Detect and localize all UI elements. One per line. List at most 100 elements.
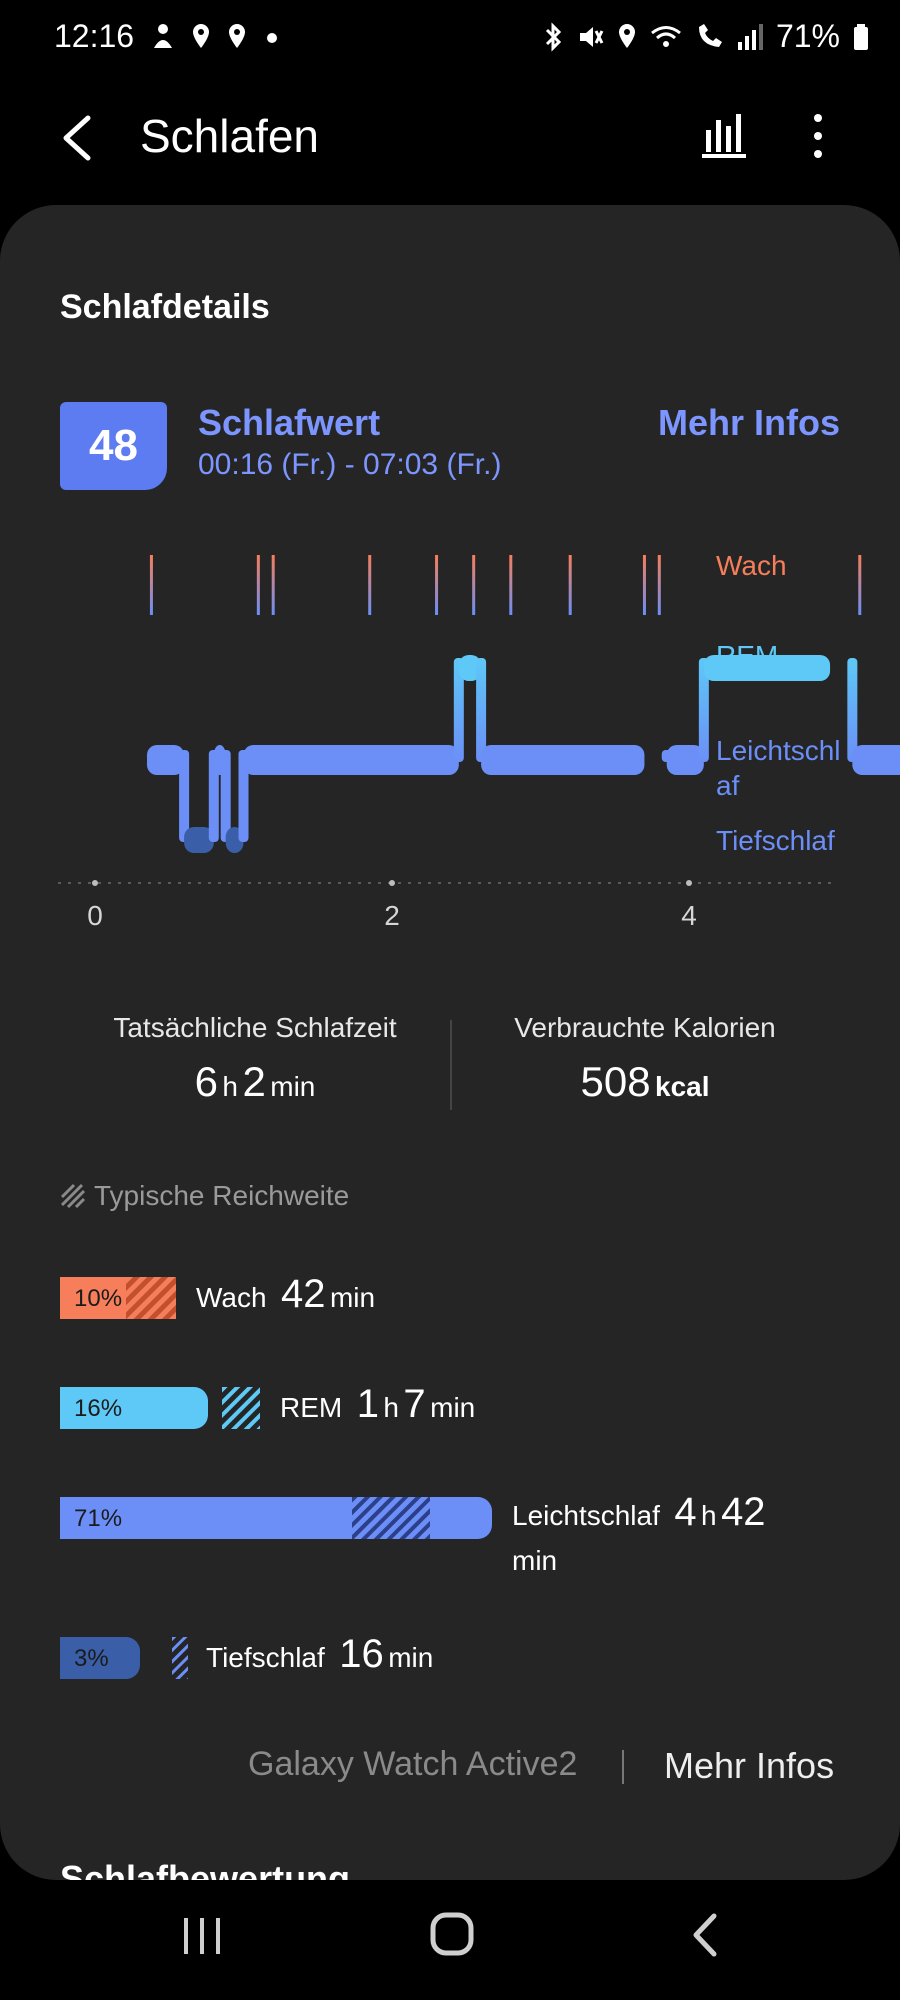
signal-icon	[737, 23, 763, 50]
stage-text-light: Leichtschlaf 4 h 42 min	[512, 1492, 812, 1586]
stage-segment-tiefschlaf	[184, 827, 214, 853]
wake-spike	[271, 555, 275, 615]
wake-spike	[368, 555, 372, 615]
sleep-hours-unit: h	[222, 1071, 238, 1102]
stage-segment-rem	[703, 655, 831, 681]
calories-number: 508	[580, 1058, 651, 1105]
stage-duration-value: 42	[281, 1272, 326, 1316]
stage-percent: 71%	[74, 1505, 123, 1532]
stage-transition	[220, 750, 231, 842]
stage-duration-unit: h	[383, 1392, 399, 1423]
section-title: Schlafdetails	[60, 288, 270, 326]
location-icon	[618, 23, 635, 48]
stage-duration-value: 42	[721, 1490, 766, 1534]
wake-spike	[435, 555, 439, 615]
stage-bar-rem: 16%	[60, 1387, 208, 1429]
stage-axis-label: af	[716, 770, 740, 801]
status-right: 71%	[542, 18, 870, 55]
divider	[622, 1750, 624, 1784]
recents-icon[interactable]	[178, 1914, 228, 1958]
calories-label: Verbrauchte Kalorien	[514, 1012, 776, 1043]
stage-transition	[847, 658, 858, 762]
wake-spike	[149, 555, 153, 615]
stage-segment-leichtschlaf	[146, 745, 185, 775]
battery-percent: 71%	[775, 18, 840, 54]
wake-spike	[858, 555, 862, 615]
wake-spike	[509, 555, 513, 615]
wake-spike	[657, 555, 661, 615]
typical-range-hatch	[222, 1387, 260, 1429]
stage-segment-leichtschlaf	[481, 745, 645, 775]
stage-name: Tiefschlaf	[206, 1642, 325, 1673]
stage-duration-unit: min	[512, 1545, 558, 1576]
stage-axis-label: Wach	[716, 550, 787, 581]
sleep-minutes: 2	[242, 1058, 266, 1105]
actual-sleep-time-label: Tatsächliche Schlafzeit	[113, 1012, 397, 1043]
stage-axis-label: Leichtschl	[716, 735, 841, 766]
stage-name: Leichtschlaf	[512, 1500, 660, 1531]
stage-percent: 3%	[74, 1645, 109, 1672]
bar-chart-icon[interactable]	[700, 110, 748, 160]
typical-range-label: Typische Reichweite	[94, 1180, 350, 1211]
home-icon[interactable]	[428, 1910, 476, 1958]
battery-icon	[854, 23, 868, 50]
stage-duration-value: 4	[674, 1490, 697, 1534]
wake-spike	[256, 555, 260, 615]
x-tick-label: 0	[87, 900, 103, 931]
more-info-link[interactable]: Mehr Infos	[664, 1745, 835, 1786]
stage-duration-unit: min	[388, 1642, 434, 1673]
mute-icon	[579, 26, 604, 47]
more-info-link[interactable]: Mehr Infos	[657, 402, 840, 443]
stage-axis-label: Tiefschlaf	[716, 825, 835, 856]
bluetooth-icon	[545, 21, 562, 52]
device-name: Galaxy Watch Active2	[248, 1745, 578, 1783]
wake-spike	[568, 555, 572, 615]
stage-axis-label: REM	[716, 640, 778, 671]
hatch-icon	[60, 1183, 86, 1209]
typical-range-hatch	[126, 1277, 176, 1319]
wake-spike	[472, 555, 476, 615]
stage-duration-value: 1	[356, 1382, 379, 1426]
stage-transition	[453, 658, 464, 762]
stage-text-wake: Wach 42 min	[196, 1272, 375, 1317]
calories-value: 508 kcal	[455, 1058, 835, 1106]
wifi-icon	[651, 25, 681, 47]
wifi-call-icon	[698, 23, 722, 47]
status-left-icons	[150, 22, 282, 52]
actual-sleep-time-value: 6 h 2 min	[65, 1058, 445, 1106]
divider	[450, 1020, 452, 1110]
stage-transition	[698, 658, 709, 762]
page-title: Schlafen	[140, 110, 320, 162]
nav-back-icon[interactable]	[688, 1912, 722, 1958]
stage-transition	[476, 658, 487, 762]
x-tick-dot	[92, 880, 98, 886]
stage-duration-unit: min	[329, 1282, 376, 1313]
wake-spike	[642, 555, 646, 615]
sleep-minutes-unit: min	[270, 1071, 316, 1102]
typical-range-hatch	[172, 1637, 188, 1679]
stage-segment-leichtschlaf	[666, 745, 704, 775]
more-options-icon[interactable]	[800, 108, 836, 164]
stage-duration-value: 16	[339, 1632, 384, 1676]
stage-text-deep: Tiefschlaf 16 min	[206, 1632, 433, 1677]
sleep-rating-title: Schlafbewertung	[60, 1858, 351, 1880]
location-icon	[229, 24, 245, 48]
back-button[interactable]	[52, 108, 102, 168]
stage-transition	[179, 750, 190, 842]
stage-percent: 16%	[74, 1395, 123, 1422]
stage-text-rem: REM 1 h 7 min	[280, 1382, 475, 1427]
x-tick-dot	[686, 880, 692, 886]
status-time: 12:16	[54, 18, 135, 54]
stage-name: Wach	[196, 1282, 267, 1313]
typical-range-legend: Typische Reichweite	[60, 1180, 349, 1212]
typical-range-hatch	[352, 1497, 430, 1539]
x-tick-label: 2	[384, 900, 400, 931]
stage-percent: 10%	[74, 1285, 123, 1312]
sleep-score-label: Schlafwert	[198, 402, 381, 443]
stage-segment-rem	[458, 655, 482, 681]
stage-transition	[238, 750, 249, 842]
location-icon	[193, 24, 209, 48]
sleep-hours: 6	[194, 1058, 218, 1105]
x-tick-label: 4	[681, 900, 697, 931]
